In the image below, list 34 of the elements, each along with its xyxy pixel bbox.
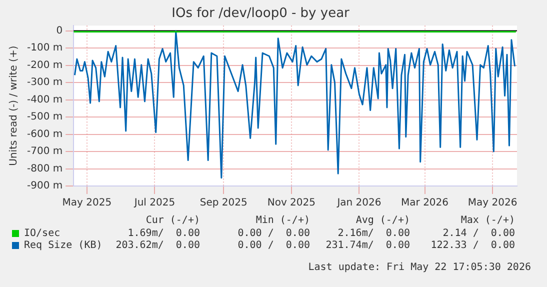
text: 2.14 / 0.00 [442, 228, 515, 238]
text: 1.69m/ 0.00 [128, 228, 200, 238]
y-tick-label: -400 m [26, 94, 63, 106]
text: Max (-/+) [460, 215, 515, 226]
y-tick-label: -500 m [26, 112, 63, 123]
text: 0.00 / 0.00 [238, 240, 310, 251]
y-axis-title: Units read (-) / write (+) [8, 46, 20, 166]
y-tick-label: -800 m [26, 163, 63, 174]
legend-label: Req Size (KB) [24, 240, 102, 251]
text: 203.62m/ 0.00 [116, 240, 200, 251]
y-tick-label: 0 [56, 25, 63, 36]
x-tick-label: May 2025 [62, 198, 112, 209]
chart-title: IOs for /dev/loop0 - by year [172, 6, 350, 22]
text: 122.33 / 0.00 [430, 240, 515, 251]
text: 0.00 / 0.00 [238, 228, 310, 238]
text: Last update: Fri May 22 17:05:30 2026 [308, 262, 531, 273]
text: Avg (-/+) [356, 215, 410, 226]
legend-label: IO/sec [24, 228, 60, 238]
x-tick-label: May 2026 [468, 198, 518, 209]
text: 2.16m/ 0.00 [338, 228, 410, 238]
y-tick-label: -700 m [26, 146, 63, 158]
text: Cur (-/+) [146, 215, 200, 226]
x-tick-label: Mar 2026 [401, 198, 449, 209]
y-tick-label: -300 m [26, 77, 63, 88]
x-tick-label: Jul 2025 [133, 198, 176, 209]
text: 231.74m/ 0.00 [326, 240, 410, 251]
x-tick-label: Sep 2025 [200, 198, 248, 209]
y-tick-label: -900 m [26, 180, 63, 192]
x-tick-label: Jan 2026 [336, 198, 382, 209]
y-tick-label: -200 m [26, 60, 63, 71]
y-tick-label: -100 m [26, 42, 63, 54]
x-tick-label: Nov 2025 [267, 198, 316, 209]
y-tick-label: -600 m [26, 128, 63, 140]
text: Min (-/+) [256, 215, 310, 226]
